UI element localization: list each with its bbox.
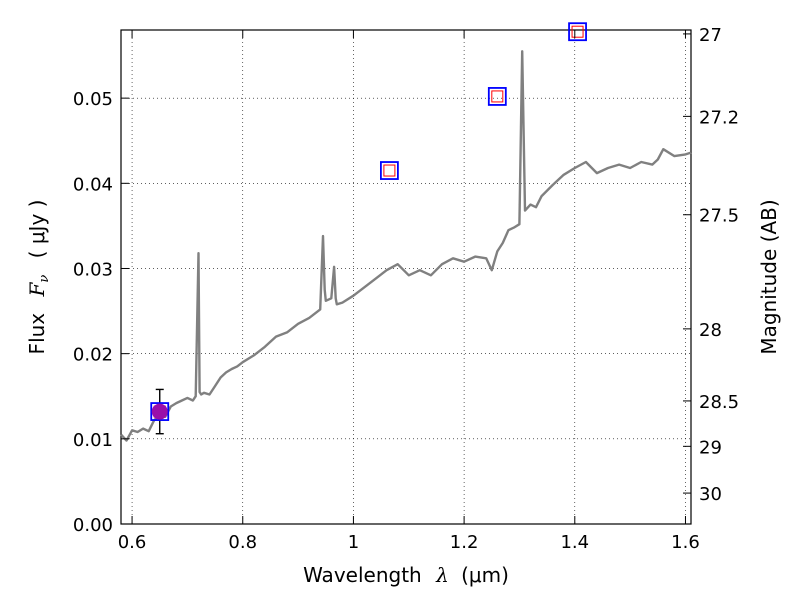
- x-axis-title-unit: (μm): [461, 563, 509, 587]
- model-point-outer-box: [487, 87, 507, 106]
- y-axis-title-unit: ( μJy ): [25, 200, 49, 259]
- model-point-outer-box: [379, 161, 399, 180]
- y-axis-title-prefix: Flux: [25, 313, 49, 355]
- y-tick-label: 0.04: [73, 174, 113, 195]
- grid: [121, 30, 691, 524]
- y-tick-label: 0.01: [73, 430, 113, 451]
- x-tick-label: 1.2: [450, 532, 479, 553]
- y-axis-title-symbol: F: [25, 282, 49, 298]
- y-axis-ticks: 0.00 0.01 0.02 0.03 0.04 0.05: [73, 89, 129, 536]
- y-tick-label: 0.00: [73, 515, 113, 536]
- x-tick-label: 0.8: [228, 532, 257, 553]
- x-tick-label: 1.6: [671, 532, 700, 553]
- model-point-outer-box: [568, 22, 587, 42]
- model-point-outer-box: [150, 402, 170, 421]
- x-axis-title-symbol: λ: [435, 563, 449, 587]
- y2-tick-label: 29: [699, 437, 722, 458]
- y2-tick-label: 30: [699, 484, 722, 505]
- y2-tick-label: 28: [699, 320, 722, 341]
- y-tick-label: 0.03: [73, 259, 113, 280]
- y2-tick-label: 27.5: [699, 206, 739, 227]
- x-axis-ticks: 0.6 0.8 1 1.2 1.4 1.6: [118, 30, 700, 553]
- y2-tick-label: 28.5: [699, 392, 739, 413]
- plot-frame: [120, 29, 692, 525]
- x-tick-label: 0.6: [118, 532, 147, 553]
- y2-tick-label: 27: [699, 25, 722, 46]
- photometry-points: [150, 22, 587, 435]
- y2-tick-label: 27.2: [699, 107, 739, 128]
- y2-axis-title: Magnitude (AB): [757, 199, 781, 354]
- y2-axis-ticks: 27 27.2 27.5 28 28.5 29 30: [683, 25, 739, 505]
- x-axis-title-prefix: Wavelength: [303, 563, 422, 587]
- spectrum-line: [120, 50, 692, 442]
- model-point-inner-box: [571, 25, 584, 38]
- model-point-inner-box: [491, 90, 504, 103]
- measured-flux-marker: [151, 403, 168, 420]
- spectrum-series: [120, 50, 692, 442]
- y-axis-title-subscript: ν: [37, 275, 52, 283]
- plot-area: 0.6 0.8 1 1.2 1.4 1.6 0.000.010.020.030.040.0…: [73, 22, 739, 553]
- x-tick-label: 1: [348, 532, 359, 553]
- x-tick-label: 1.4: [560, 532, 589, 553]
- y-tick-label: 0.02: [73, 345, 113, 366]
- x-axis-title: Wavelength λ (μm): [303, 563, 509, 587]
- y-tick-label: 0.05: [73, 89, 113, 110]
- y-axis-title: Flux Fν ( μJy ): [25, 200, 53, 355]
- model-point-inner-box: [383, 164, 396, 177]
